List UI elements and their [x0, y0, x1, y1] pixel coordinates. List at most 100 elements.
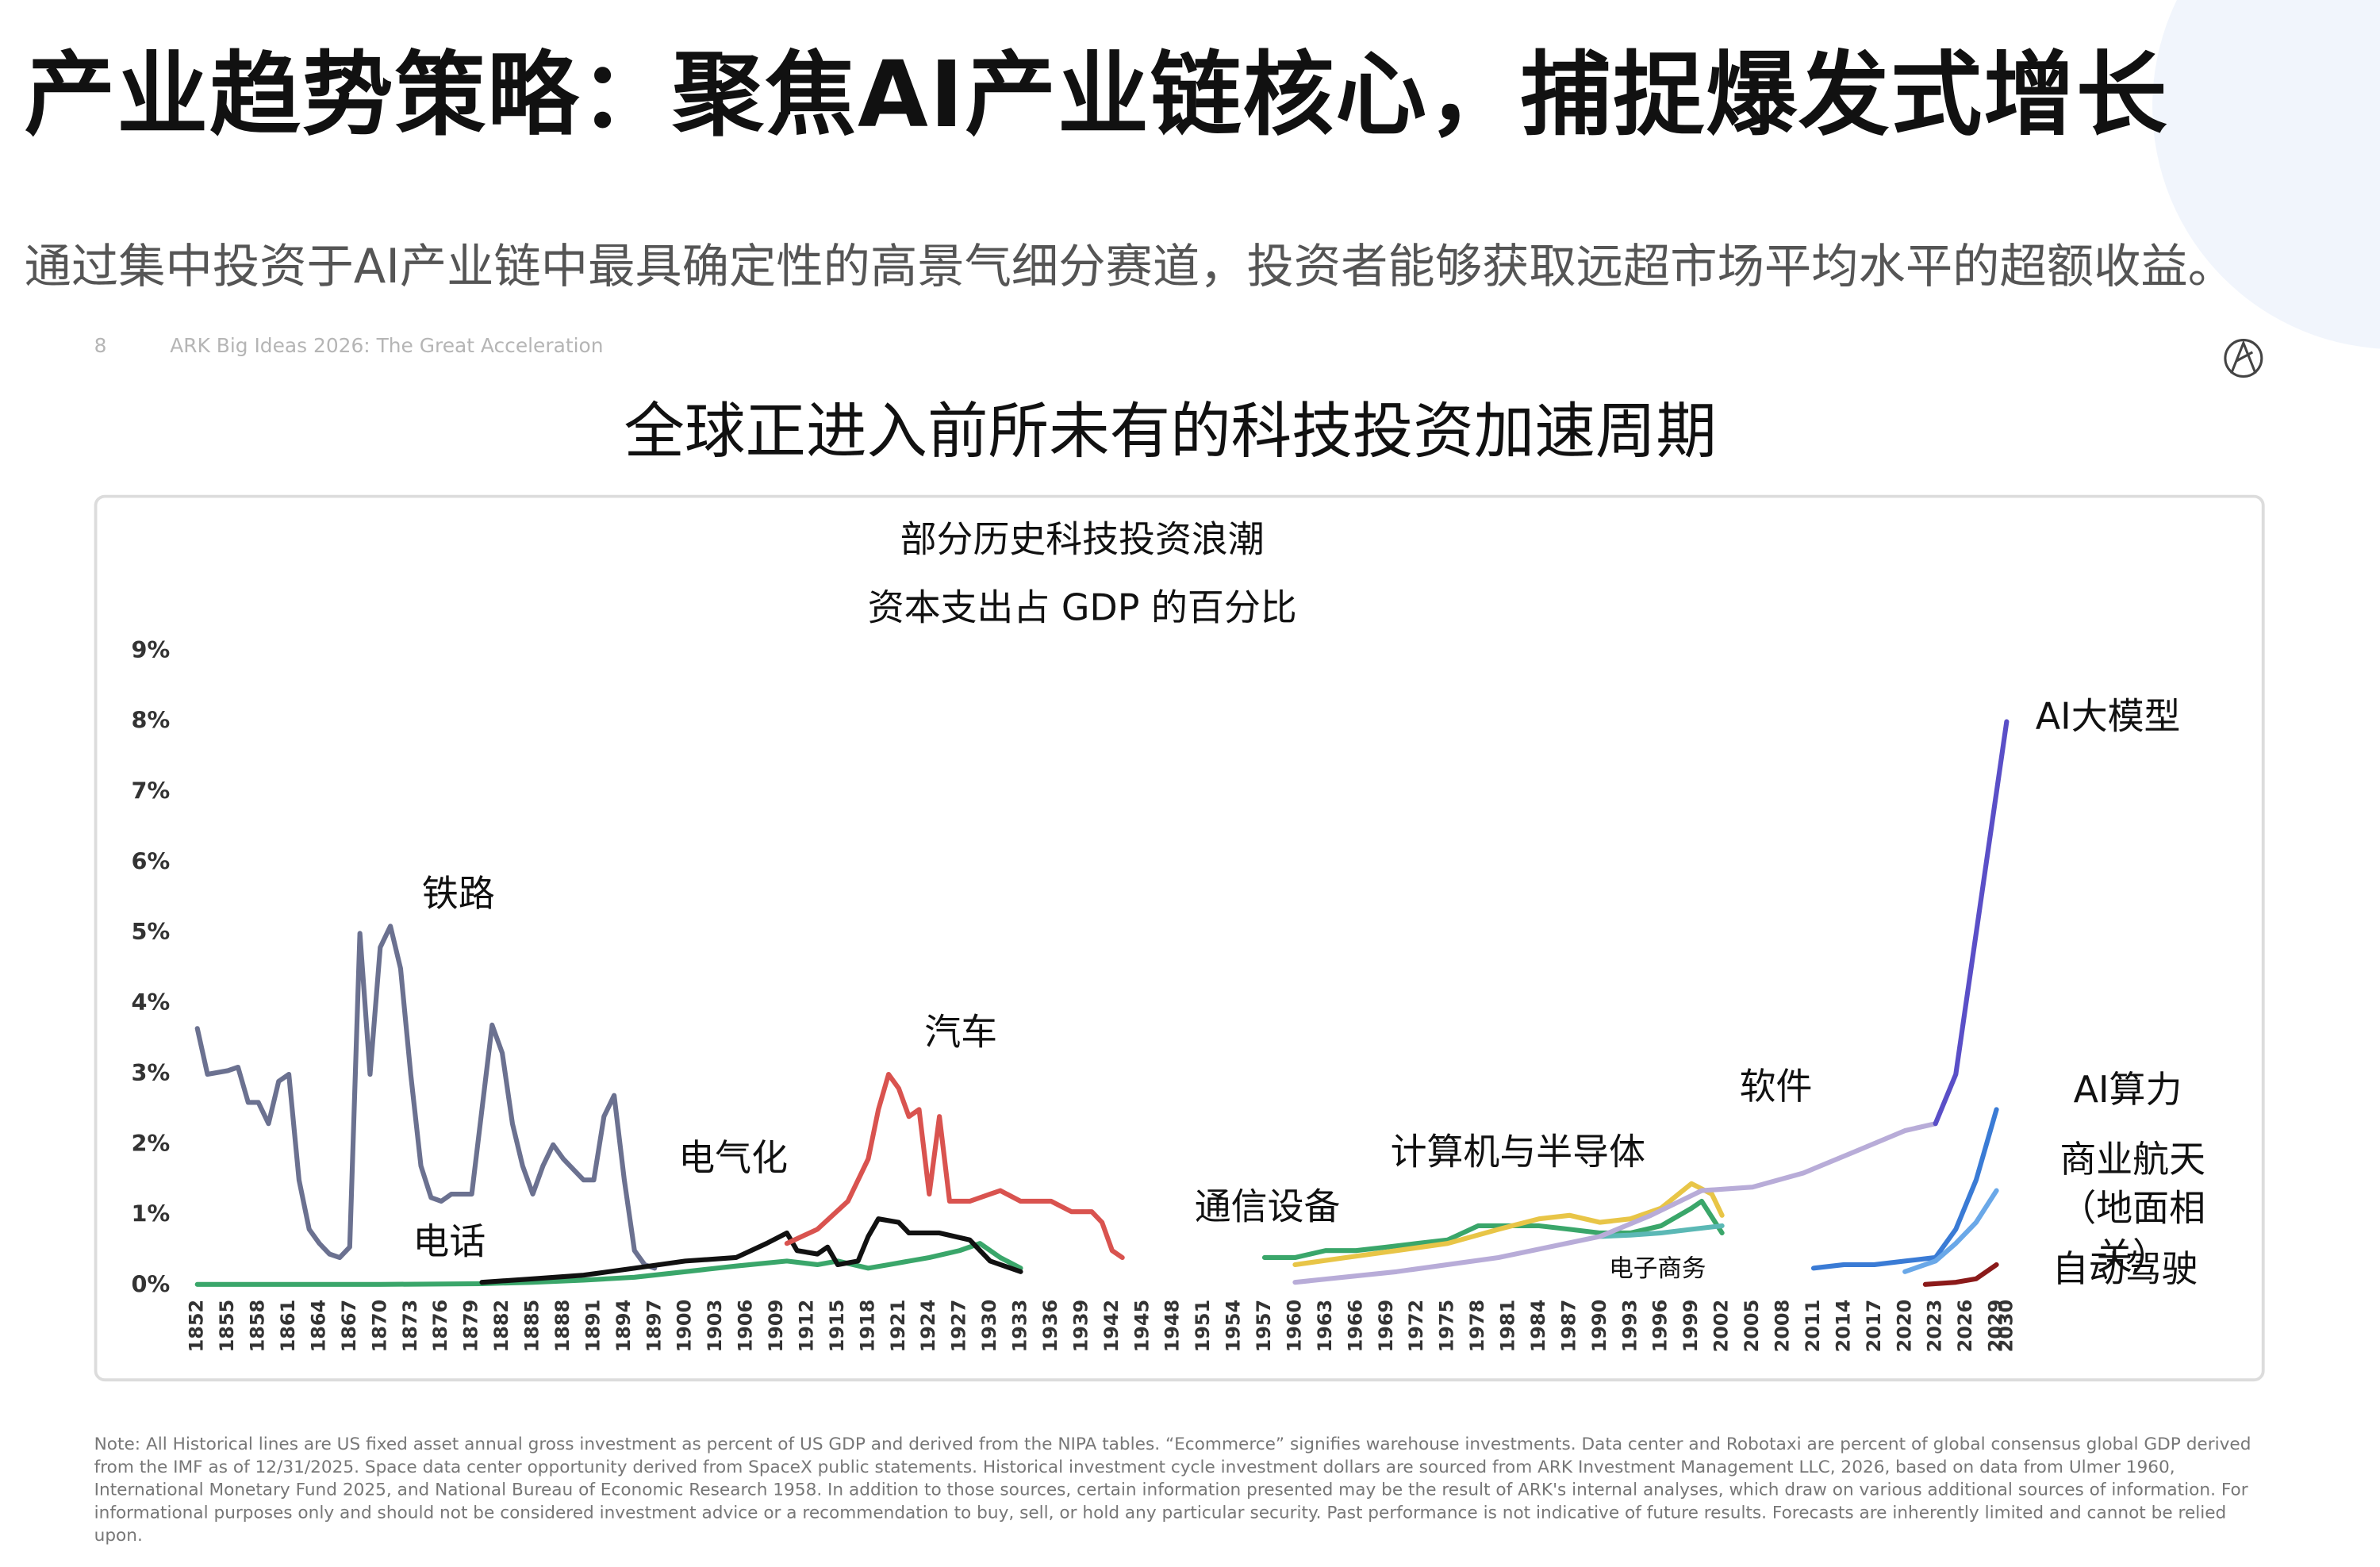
page-subtitle: 通过集中投资于AI产业链中最具确定性的高景气细分赛道，投资者能够获取远超市场平均…: [24, 240, 2236, 295]
x-tick-label: 2014: [1832, 1300, 1854, 1353]
y-tick-label: 4%: [132, 989, 171, 1016]
x-tick-label: 1909: [765, 1300, 787, 1353]
x-tick-label: 1999: [1679, 1300, 1702, 1353]
series-line: [479, 1216, 1023, 1285]
x-tick-label: 2011: [1802, 1300, 1824, 1353]
series-line: [1597, 1223, 1725, 1239]
y-tick-label: 7%: [132, 778, 171, 805]
x-tick-label: 1984: [1527, 1300, 1549, 1353]
series-line: [194, 924, 658, 1271]
x-tick-label: 1873: [399, 1300, 421, 1353]
series-label: 汽车: [924, 1011, 998, 1054]
x-tick-label: 1891: [582, 1300, 604, 1353]
slide-source: ARK Big Ideas 2026: The Great Accelerati…: [170, 335, 604, 359]
series-label: AI算力: [2073, 1068, 2182, 1112]
x-tick-label: 2008: [1772, 1300, 1794, 1353]
x-tick-label: 1975: [1436, 1300, 1458, 1353]
x-tick-label: 1942: [1100, 1300, 1123, 1353]
x-tick-label: 2026: [1954, 1300, 1976, 1353]
y-tick-label: 5%: [132, 918, 171, 945]
x-tick-label: 1948: [1161, 1300, 1184, 1353]
series-line: [1902, 1188, 1999, 1274]
x-tick-label: 1861: [277, 1300, 299, 1353]
x-tick-label: 1852: [186, 1300, 208, 1353]
series-label: 商业航天（地面相关）: [2059, 1138, 2206, 1278]
y-tick-label: 2%: [132, 1130, 171, 1157]
x-tick-label: 1963: [1314, 1300, 1336, 1353]
x-tick-label: 1885: [521, 1300, 543, 1353]
series-label: 铁路: [421, 873, 495, 916]
x-tick-label: 1921: [887, 1300, 909, 1353]
x-tick-label: 1930: [978, 1300, 1000, 1353]
x-tick-label: 1966: [1344, 1300, 1366, 1353]
y-tick-label: 0%: [132, 1271, 171, 1298]
series-line: [1933, 719, 2010, 1127]
series-line: [1922, 1262, 1999, 1287]
x-tick-label: 1939: [1069, 1300, 1092, 1353]
y-tick-label: 1%: [132, 1200, 171, 1227]
series-line: [784, 1071, 1125, 1261]
x-tick-label: 1981: [1497, 1300, 1519, 1353]
series-line: [1292, 1181, 1725, 1268]
x-tick-label: 1972: [1405, 1300, 1427, 1353]
x-tick-label: 1954: [1223, 1300, 1245, 1353]
series-label: 自动驾驶: [2052, 1247, 2198, 1291]
x-tick-label: 1933: [1009, 1300, 1031, 1353]
series-label: 电话: [413, 1220, 486, 1263]
x-tick-label: 1897: [643, 1300, 665, 1353]
x-tick-label: 1870: [368, 1300, 390, 1353]
x-tick-label: 1855: [216, 1300, 238, 1353]
x-tick-label: 1960: [1283, 1300, 1305, 1353]
x-tick-label: 1927: [948, 1300, 970, 1353]
ark-logo: [2224, 339, 2263, 378]
series-line: [1292, 1121, 1938, 1285]
series-label: 通信设备: [1194, 1185, 1341, 1228]
x-tick-label: 1879: [460, 1300, 482, 1353]
x-tick-label: 1936: [1039, 1300, 1061, 1353]
x-tick-label: 2017: [1863, 1300, 1885, 1353]
x-tick-label: 2002: [1710, 1300, 1733, 1353]
x-tick-label: 1945: [1130, 1300, 1153, 1353]
x-tick-label: 1903: [704, 1300, 726, 1353]
x-tick-label: 1978: [1466, 1300, 1488, 1353]
series-line: [1810, 1107, 1999, 1271]
y-tick-label: 6%: [132, 847, 171, 874]
x-tick-label: 2005: [1741, 1300, 1763, 1353]
x-tick-label: 1924: [917, 1300, 939, 1353]
slide-heading: 全球正进入前所未有的科技投资加速周期: [624, 398, 1717, 468]
x-tick-label: 1864: [307, 1300, 329, 1353]
x-tick-label: 1876: [429, 1300, 451, 1353]
x-tick-label: 1990: [1588, 1300, 1610, 1353]
page-title: 产业趋势策略：聚焦AI产业链核心，捕捉爆发式增长: [24, 42, 2169, 149]
x-tick-label: 2020: [1893, 1300, 1915, 1353]
x-tick-label: 2030: [1994, 1300, 2017, 1353]
x-tick-label: 1858: [247, 1300, 269, 1353]
x-tick-label: 2023: [1924, 1300, 1946, 1353]
y-tick-label: 3%: [132, 1059, 171, 1086]
x-tick-label: 1915: [826, 1300, 848, 1353]
chart-subtitle: 资本支出占 GDP 的百分比: [868, 586, 1297, 629]
series-label: 计算机与半导体: [1390, 1131, 1646, 1173]
chart-title: 部分历史科技投资浪潮: [900, 518, 1265, 561]
x-tick-label: 1957: [1253, 1300, 1275, 1353]
x-tick-label: 1918: [856, 1300, 878, 1353]
x-tick-label: 1888: [551, 1300, 574, 1353]
x-tick-label: 2029: [1985, 1300, 2007, 1353]
x-tick-label: 1906: [735, 1300, 757, 1353]
y-tick-label: 8%: [132, 707, 171, 734]
x-tick-label: 1993: [1618, 1300, 1641, 1353]
chart-frame: [94, 494, 2265, 1382]
x-tick-label: 1894: [612, 1300, 635, 1353]
footnote: Note: All Historical lines are US fixed …: [94, 1434, 2251, 1546]
x-tick-label: 1969: [1375, 1300, 1397, 1353]
series-label: 电子商务: [1609, 1254, 1706, 1283]
x-tick-label: 1912: [795, 1300, 817, 1353]
series-label: 软件: [1739, 1066, 1813, 1108]
series-label: 电气化: [678, 1137, 789, 1180]
x-tick-label: 1951: [1192, 1300, 1214, 1353]
page-number: 8: [94, 335, 107, 359]
y-tick-label: 9%: [132, 636, 171, 663]
